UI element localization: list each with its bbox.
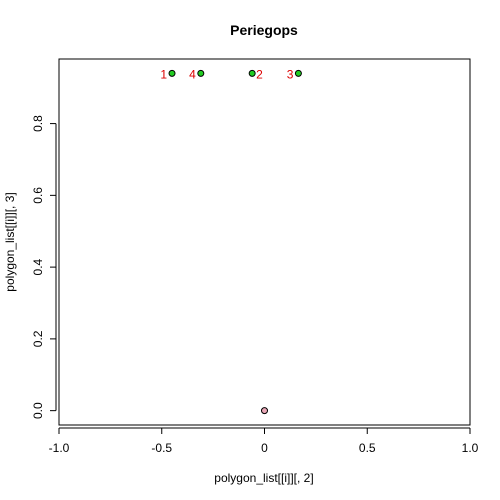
point-label: 4 (189, 67, 196, 81)
x-tick-label: -0.5 (151, 441, 172, 455)
y-axis-label: polygon_list[[i]][, 3] (3, 192, 17, 291)
x-tick-label: 1.0 (462, 441, 479, 455)
scatter-point (248, 69, 256, 77)
x-axis-label: polygon_list[[i]][, 2] (214, 471, 313, 485)
y-tick-label: 0.6 (31, 187, 45, 204)
scatter-point (168, 69, 176, 77)
scatter-point (197, 69, 205, 77)
y-tick-label: 0.0 (31, 402, 45, 419)
point-label: 1 (160, 67, 167, 81)
data-points (168, 69, 302, 415)
y-tick-label: 0.8 (31, 115, 45, 132)
y-axis: 0.0 0.2 0.4 0.6 0.8 (31, 115, 57, 419)
x-tick-label: -1.0 (49, 441, 70, 455)
y-tick-label: 0.4 (31, 258, 45, 275)
x-axis: -1.0 -0.5 0 0.5 1.0 (49, 427, 479, 455)
point-labels: 1 4 2 3 (160, 67, 293, 81)
point-label: 3 (287, 67, 294, 81)
x-tick-label: 0 (261, 441, 268, 455)
y-tick-label: 0.2 (31, 330, 45, 347)
plot-frame (58, 58, 471, 426)
point-label: 2 (256, 67, 263, 81)
x-tick-label: 0.5 (359, 441, 376, 455)
scatter-point (294, 69, 302, 77)
scatter-point (261, 407, 268, 415)
chart-title: Periegops (230, 22, 298, 38)
